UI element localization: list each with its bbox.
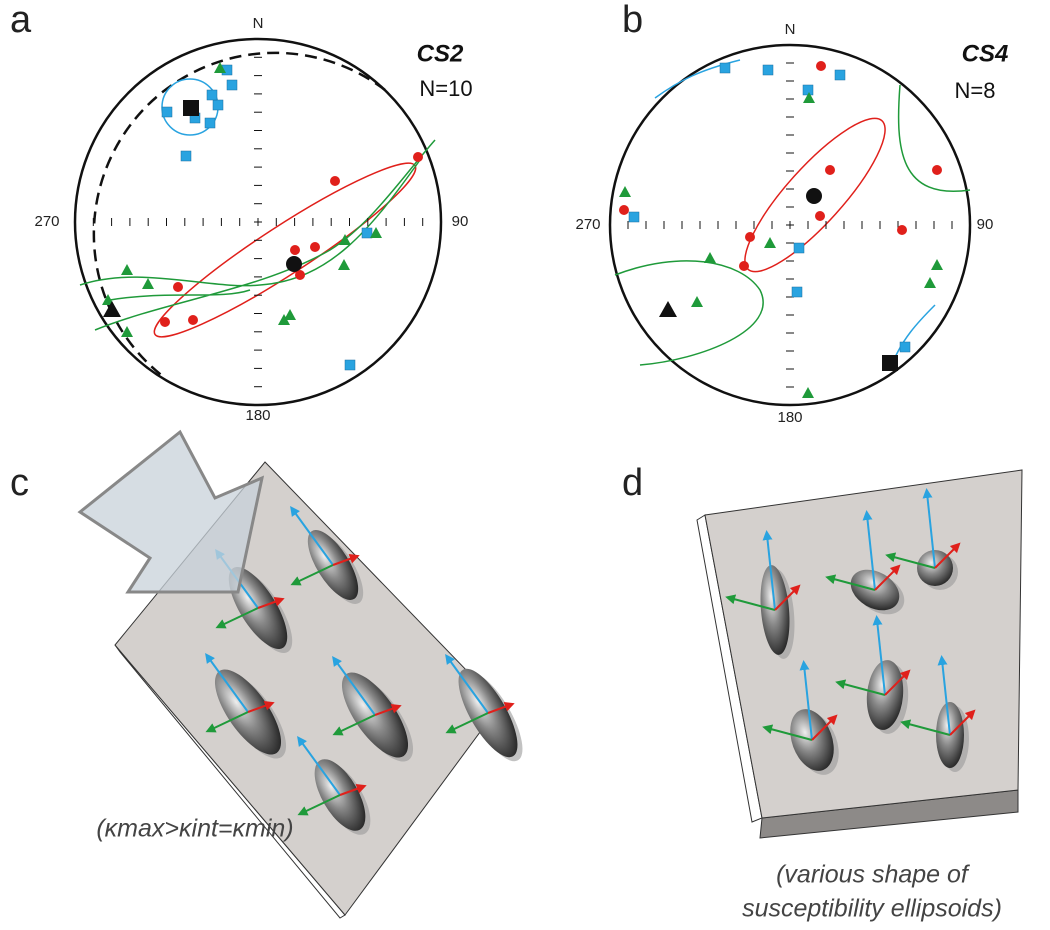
stereonet [75, 39, 441, 405]
stress-arrow [80, 432, 262, 592]
point [413, 152, 423, 162]
axis-label: 180 [777, 409, 802, 426]
mean [659, 301, 677, 317]
point [629, 212, 639, 222]
point [815, 211, 825, 221]
stereonet [610, 45, 970, 405]
point [931, 259, 943, 270]
point [835, 70, 845, 80]
point [764, 237, 776, 248]
point [162, 107, 172, 117]
point [802, 387, 814, 398]
point [619, 205, 629, 215]
point [142, 278, 154, 289]
mean [806, 188, 822, 204]
point [704, 252, 716, 263]
sample-count: N=10 [419, 76, 472, 101]
point [181, 151, 191, 161]
caption: susceptibility ellipsoids) [742, 895, 1002, 923]
point [932, 165, 942, 175]
axis-label: 270 [575, 216, 600, 233]
panel-label: c [10, 462, 29, 504]
caption: (κmax>κint=κmin) [96, 815, 293, 843]
point [188, 315, 198, 325]
point [745, 232, 755, 242]
point [160, 317, 170, 327]
axis-label: 270 [34, 213, 59, 230]
point [720, 63, 730, 73]
point [207, 90, 217, 100]
point [362, 228, 372, 238]
point [739, 261, 749, 271]
figure: a b c d N 90 180 270 CS2 N=10 N 90 180 2… [0, 0, 1050, 930]
panel-label: a [10, 0, 32, 41]
point [825, 165, 835, 175]
point [691, 296, 703, 307]
point [310, 242, 320, 252]
point [803, 85, 813, 95]
point [792, 287, 802, 297]
axis-label: 90 [452, 213, 469, 230]
mean [183, 100, 199, 116]
site-name: CS4 [962, 40, 1009, 67]
point [897, 225, 907, 235]
caption: (various shape of [776, 861, 971, 889]
point [227, 80, 237, 90]
point [794, 243, 804, 253]
axis-label: N [253, 15, 264, 32]
axis-label: 180 [245, 407, 270, 424]
point [924, 277, 936, 288]
point [338, 259, 350, 270]
point [205, 118, 215, 128]
sample-count: N=8 [955, 78, 996, 103]
slab [697, 470, 1022, 838]
point [213, 100, 223, 110]
point [121, 264, 133, 275]
panel-label: d [622, 462, 643, 504]
point [330, 176, 340, 186]
panel-label: b [622, 0, 643, 41]
axis-label: 90 [977, 216, 994, 233]
point [619, 186, 631, 197]
point [900, 342, 910, 352]
site-name: CS2 [417, 40, 464, 67]
mean [286, 256, 302, 272]
point [345, 360, 355, 370]
point [173, 282, 183, 292]
point [290, 245, 300, 255]
axis-label: N [785, 21, 796, 38]
mean [882, 355, 898, 371]
point [763, 65, 773, 75]
point [816, 61, 826, 71]
